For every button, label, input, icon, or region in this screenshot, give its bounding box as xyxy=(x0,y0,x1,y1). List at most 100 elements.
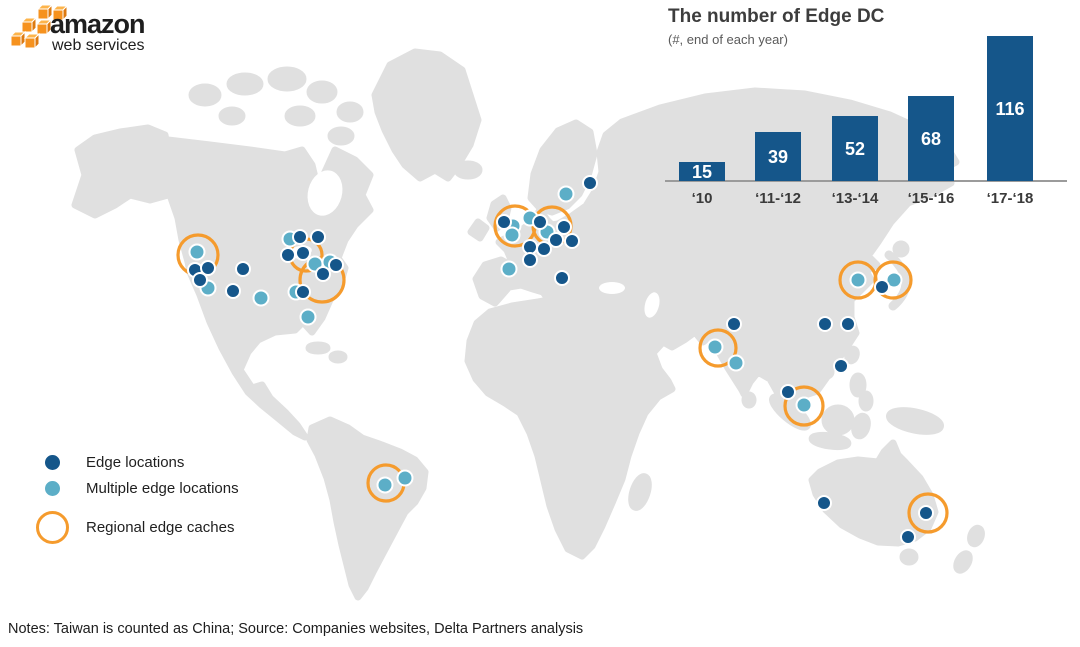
x-tick-label: ‘15-‘16 xyxy=(907,190,955,207)
chart-title: The number of Edge DC xyxy=(668,6,885,27)
chart-bar: 68 xyxy=(908,96,954,181)
land-sri-lanka xyxy=(741,391,757,409)
edge-location-marker xyxy=(310,229,326,245)
regional-edge-cache-ring-icon xyxy=(35,511,69,544)
land-arctic-island xyxy=(188,83,222,107)
multiple-edge-location-dot-icon xyxy=(44,481,60,496)
edge-location-marker xyxy=(548,232,564,248)
legend-label: Multiple edge locations xyxy=(86,480,239,497)
land-hainan xyxy=(819,364,835,380)
edge-location-marker xyxy=(532,214,548,230)
regional-edge-cache-marker xyxy=(298,256,346,304)
multiple-edge-location-marker xyxy=(849,271,867,289)
regional-edge-cache-marker xyxy=(873,260,913,300)
land-caribbean xyxy=(328,350,348,364)
land-tasmania xyxy=(899,548,919,566)
aws-boxes-icon xyxy=(9,3,69,50)
multiple-edge-location-marker xyxy=(557,185,575,203)
edge-location-marker xyxy=(726,316,742,332)
water-black-sea xyxy=(599,282,625,294)
edge-location-marker xyxy=(582,175,598,191)
regional-edge-cache-marker xyxy=(698,328,738,368)
land-arctic-island xyxy=(226,72,264,96)
land-arctic-island xyxy=(336,101,364,123)
multiple-edge-location-marker xyxy=(885,271,903,289)
edge-location-marker xyxy=(816,495,832,511)
multiple-edge-location-marker xyxy=(299,308,317,326)
land-scandinavia xyxy=(527,119,598,216)
legend-label: Regional edge caches xyxy=(86,519,235,536)
land-arctic-island xyxy=(327,126,355,146)
edge-location-marker xyxy=(295,284,311,300)
land-sulawesi xyxy=(851,412,871,440)
multiple-edge-location-marker xyxy=(706,338,724,356)
land-java xyxy=(808,431,852,451)
land-taiwan xyxy=(844,345,860,365)
edge-location-marker xyxy=(328,257,344,273)
edge-location-marker xyxy=(315,266,331,282)
land-africa xyxy=(464,294,676,560)
legend-label: Edge locations xyxy=(86,454,185,471)
x-tick-label: ‘10 xyxy=(691,190,713,207)
edge-location-marker xyxy=(780,384,796,400)
edge-location-marker xyxy=(235,261,251,277)
water-hudson-bay xyxy=(307,170,343,216)
edge-location-marker xyxy=(522,252,538,268)
multiple-edge-location-marker xyxy=(188,243,206,261)
edge-location-marker xyxy=(536,241,552,257)
edge-location-marker xyxy=(874,279,890,295)
multiple-edge-location-marker xyxy=(376,476,394,494)
edge-location-marker xyxy=(564,233,580,249)
land-philippines xyxy=(849,372,867,398)
land-arctic-island xyxy=(284,105,316,127)
edge-location-marker xyxy=(292,229,308,245)
land-new-zealand xyxy=(967,524,985,548)
land-ireland xyxy=(467,218,490,242)
multiple-edge-location-marker xyxy=(396,469,414,487)
land-iceland xyxy=(453,160,483,180)
land-south-america xyxy=(306,416,429,601)
legend-item-multiple-edge-locations: Multiple edge locations xyxy=(30,480,239,497)
edge-location-marker xyxy=(225,283,241,299)
x-tick-label: ‘13-‘14 xyxy=(831,190,879,207)
bar-value-label: 116 xyxy=(995,98,1025,119)
regional-edge-cache-marker xyxy=(783,385,825,427)
edge-location-marker xyxy=(840,316,856,332)
edge-location-marker xyxy=(900,529,916,545)
land-hokkaido xyxy=(892,240,910,258)
multiple-edge-location-marker xyxy=(795,396,813,414)
edge-location-marker xyxy=(554,270,570,286)
land-arctic-island xyxy=(267,66,307,92)
bar-value-label: 52 xyxy=(844,138,866,159)
logo-brand-text: amazon xyxy=(50,9,145,39)
x-axis-line xyxy=(665,180,1067,182)
land-new-guinea xyxy=(885,407,945,435)
edge-location-marker xyxy=(918,505,934,521)
edge-location-marker xyxy=(522,239,538,255)
multiple-edge-location-marker xyxy=(727,354,745,372)
multiple-edge-location-marker xyxy=(503,226,521,244)
chart-bar: 52 xyxy=(832,116,878,181)
multiple-edge-location-marker xyxy=(500,260,518,278)
chart-subtitle: (#, end of each year) xyxy=(668,32,788,47)
land-arctic-island xyxy=(218,106,246,126)
land-philippines xyxy=(858,390,874,412)
edge-location-dot-icon xyxy=(44,455,60,470)
chart-bar: 15 xyxy=(679,162,725,181)
chart-bar: 116 xyxy=(987,36,1033,181)
bar-value-label: 68 xyxy=(920,128,942,149)
edge-dc-bar-chart: The number of Edge DC (#, end of each ye… xyxy=(665,0,1069,218)
logo-sub-text: web services xyxy=(51,37,144,54)
edge-location-marker xyxy=(200,260,216,276)
land-new-zealand xyxy=(953,550,973,574)
land-madagascar xyxy=(628,473,652,511)
x-tick-label: ‘11-‘12 xyxy=(755,190,801,207)
footnote: Notes: Taiwan is counted as China; Sourc… xyxy=(8,621,584,637)
land-caribbean xyxy=(305,341,331,355)
edge-location-marker xyxy=(295,245,311,261)
edge-location-marker xyxy=(496,214,512,230)
water-caspian-sea xyxy=(644,292,660,318)
multiple-edge-location-marker xyxy=(252,289,270,307)
land-borneo xyxy=(821,404,855,436)
